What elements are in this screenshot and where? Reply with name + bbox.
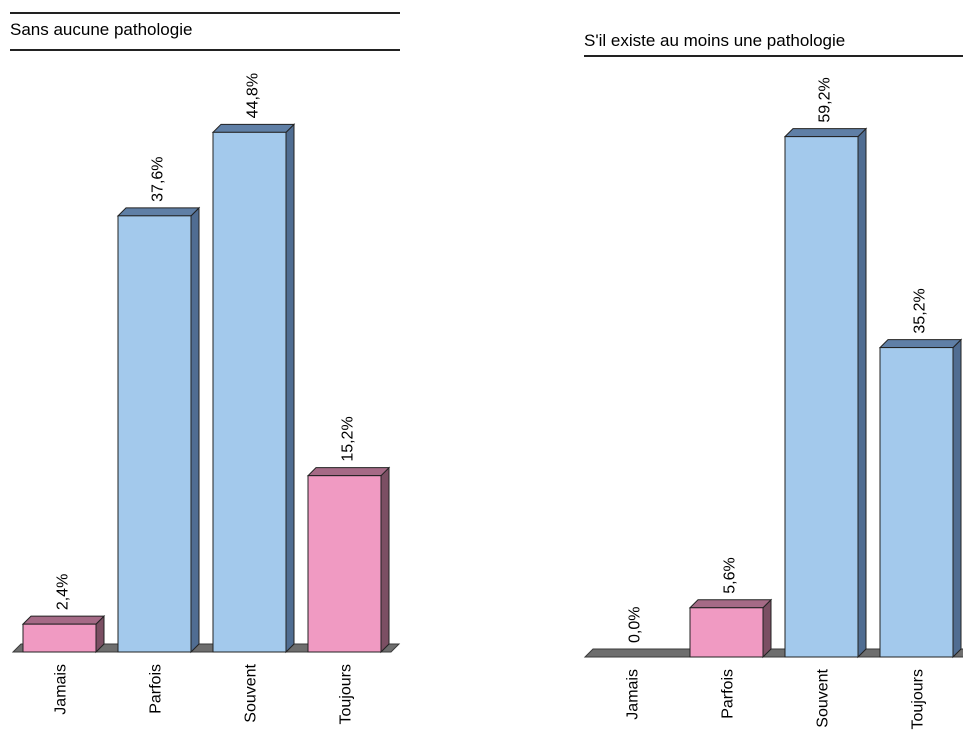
bar	[23, 624, 96, 652]
category-label: Souvent	[243, 663, 260, 722]
bar-top	[23, 616, 104, 624]
category-label: Toujours	[910, 669, 927, 729]
bar	[880, 348, 953, 657]
bar-side	[953, 340, 961, 657]
value-label: 35,2%	[912, 288, 929, 333]
value-label: 0,0%	[627, 607, 644, 643]
bar-top	[213, 124, 294, 132]
bar-group: 44,8% Souvent	[213, 73, 294, 723]
bar-group: 37,6% Parfois	[118, 156, 199, 713]
bar-side	[858, 129, 866, 657]
bar-top	[880, 340, 961, 348]
value-label: 59,2%	[817, 77, 834, 122]
category-label: Parfois	[720, 669, 737, 719]
value-label: 5,6%	[722, 557, 739, 593]
bar-group: 35,2% Toujours	[880, 288, 961, 729]
bar	[213, 132, 286, 652]
category-label: Jamais	[625, 669, 642, 720]
category-label: Jamais	[53, 664, 70, 715]
value-label: 2,4%	[55, 574, 72, 610]
bar	[118, 216, 191, 652]
bar-top	[690, 600, 771, 608]
bar-top	[118, 208, 199, 216]
bar-group: 59,2% Souvent	[785, 77, 866, 727]
bar-group: 2,4% Jamais	[23, 574, 104, 715]
bar-side	[191, 208, 199, 652]
category-label: Souvent	[815, 668, 832, 727]
bar-side	[286, 124, 294, 652]
category-label: Toujours	[338, 664, 355, 724]
value-label: 44,8%	[245, 73, 262, 118]
bar-group: 5,6% Parfois	[690, 557, 771, 718]
bar-group: 15,2% Toujours	[308, 416, 389, 724]
bar-top	[308, 468, 389, 476]
value-label: 15,2%	[340, 416, 357, 461]
bar-chart-left: 2,4% Jamais 37,6% Parfois 44,8% Souvent 15,2% T…	[0, 0, 420, 745]
bar-side	[763, 600, 771, 657]
chart-panel-left: Sans aucune pathologie 2,4% Jamais 37,6% Pa…	[0, 0, 420, 745]
bar-group: 0,0% Jamais	[625, 607, 644, 720]
bar	[308, 476, 381, 652]
bar-side	[381, 468, 389, 652]
bar-chart-right: 0,0% Jamais 5,6% Parfois 59,2% Souvent 35,2% To…	[560, 0, 963, 745]
chart-panel-right: S'il existe au moins une pathologie 0,0%…	[560, 0, 963, 745]
bar	[690, 608, 763, 657]
bar-top	[785, 129, 866, 137]
category-label: Parfois	[148, 664, 165, 714]
bar	[785, 137, 858, 657]
value-label: 37,6%	[150, 156, 167, 201]
